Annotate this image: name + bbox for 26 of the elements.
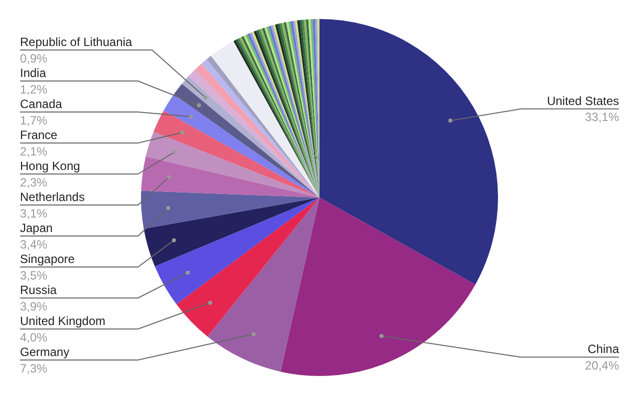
slice-label: Russia: [20, 283, 58, 297]
slice-label: China: [588, 342, 620, 356]
slice-label: Netherlands: [20, 190, 85, 204]
data-label: 2,1%: [20, 144, 48, 158]
data-label: 20,4%: [584, 358, 620, 372]
slice-label: Germany: [20, 345, 70, 359]
data-label: 2,3%: [20, 175, 48, 190]
data-label: 1,2%: [20, 82, 48, 96]
data-label: 3,9%: [20, 299, 48, 314]
slice-label: Republic of Lithuania: [20, 35, 132, 49]
slice-label: Hong Kong: [20, 159, 80, 173]
slice-label: Singapore: [20, 252, 76, 266]
data-label: 0,9%: [20, 51, 48, 66]
data-label: 4,0%: [20, 330, 48, 344]
data-label: 7,3%: [20, 361, 48, 376]
slice-label: India: [20, 66, 46, 80]
data-label: 3,5%: [20, 268, 48, 282]
slice-label: United Kingdom: [20, 314, 106, 328]
slice-label: United States: [546, 94, 619, 108]
data-label: 3,4%: [20, 237, 48, 252]
slice-label: Japan: [20, 221, 53, 235]
slice-label: Canada: [20, 97, 62, 111]
slice-label: France: [20, 128, 58, 142]
data-label: 1,7%: [20, 113, 48, 128]
data-label: 33,1%: [584, 110, 620, 124]
data-label: 3,1%: [20, 206, 48, 220]
